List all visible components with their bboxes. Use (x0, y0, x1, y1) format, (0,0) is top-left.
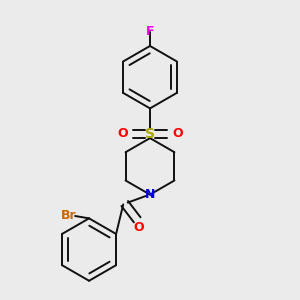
Text: N: N (145, 188, 155, 201)
Text: O: O (134, 221, 144, 234)
Text: S: S (145, 127, 155, 141)
Text: F: F (146, 25, 154, 38)
Text: O: O (172, 127, 183, 140)
Text: Br: Br (61, 209, 76, 223)
Text: O: O (117, 127, 128, 140)
